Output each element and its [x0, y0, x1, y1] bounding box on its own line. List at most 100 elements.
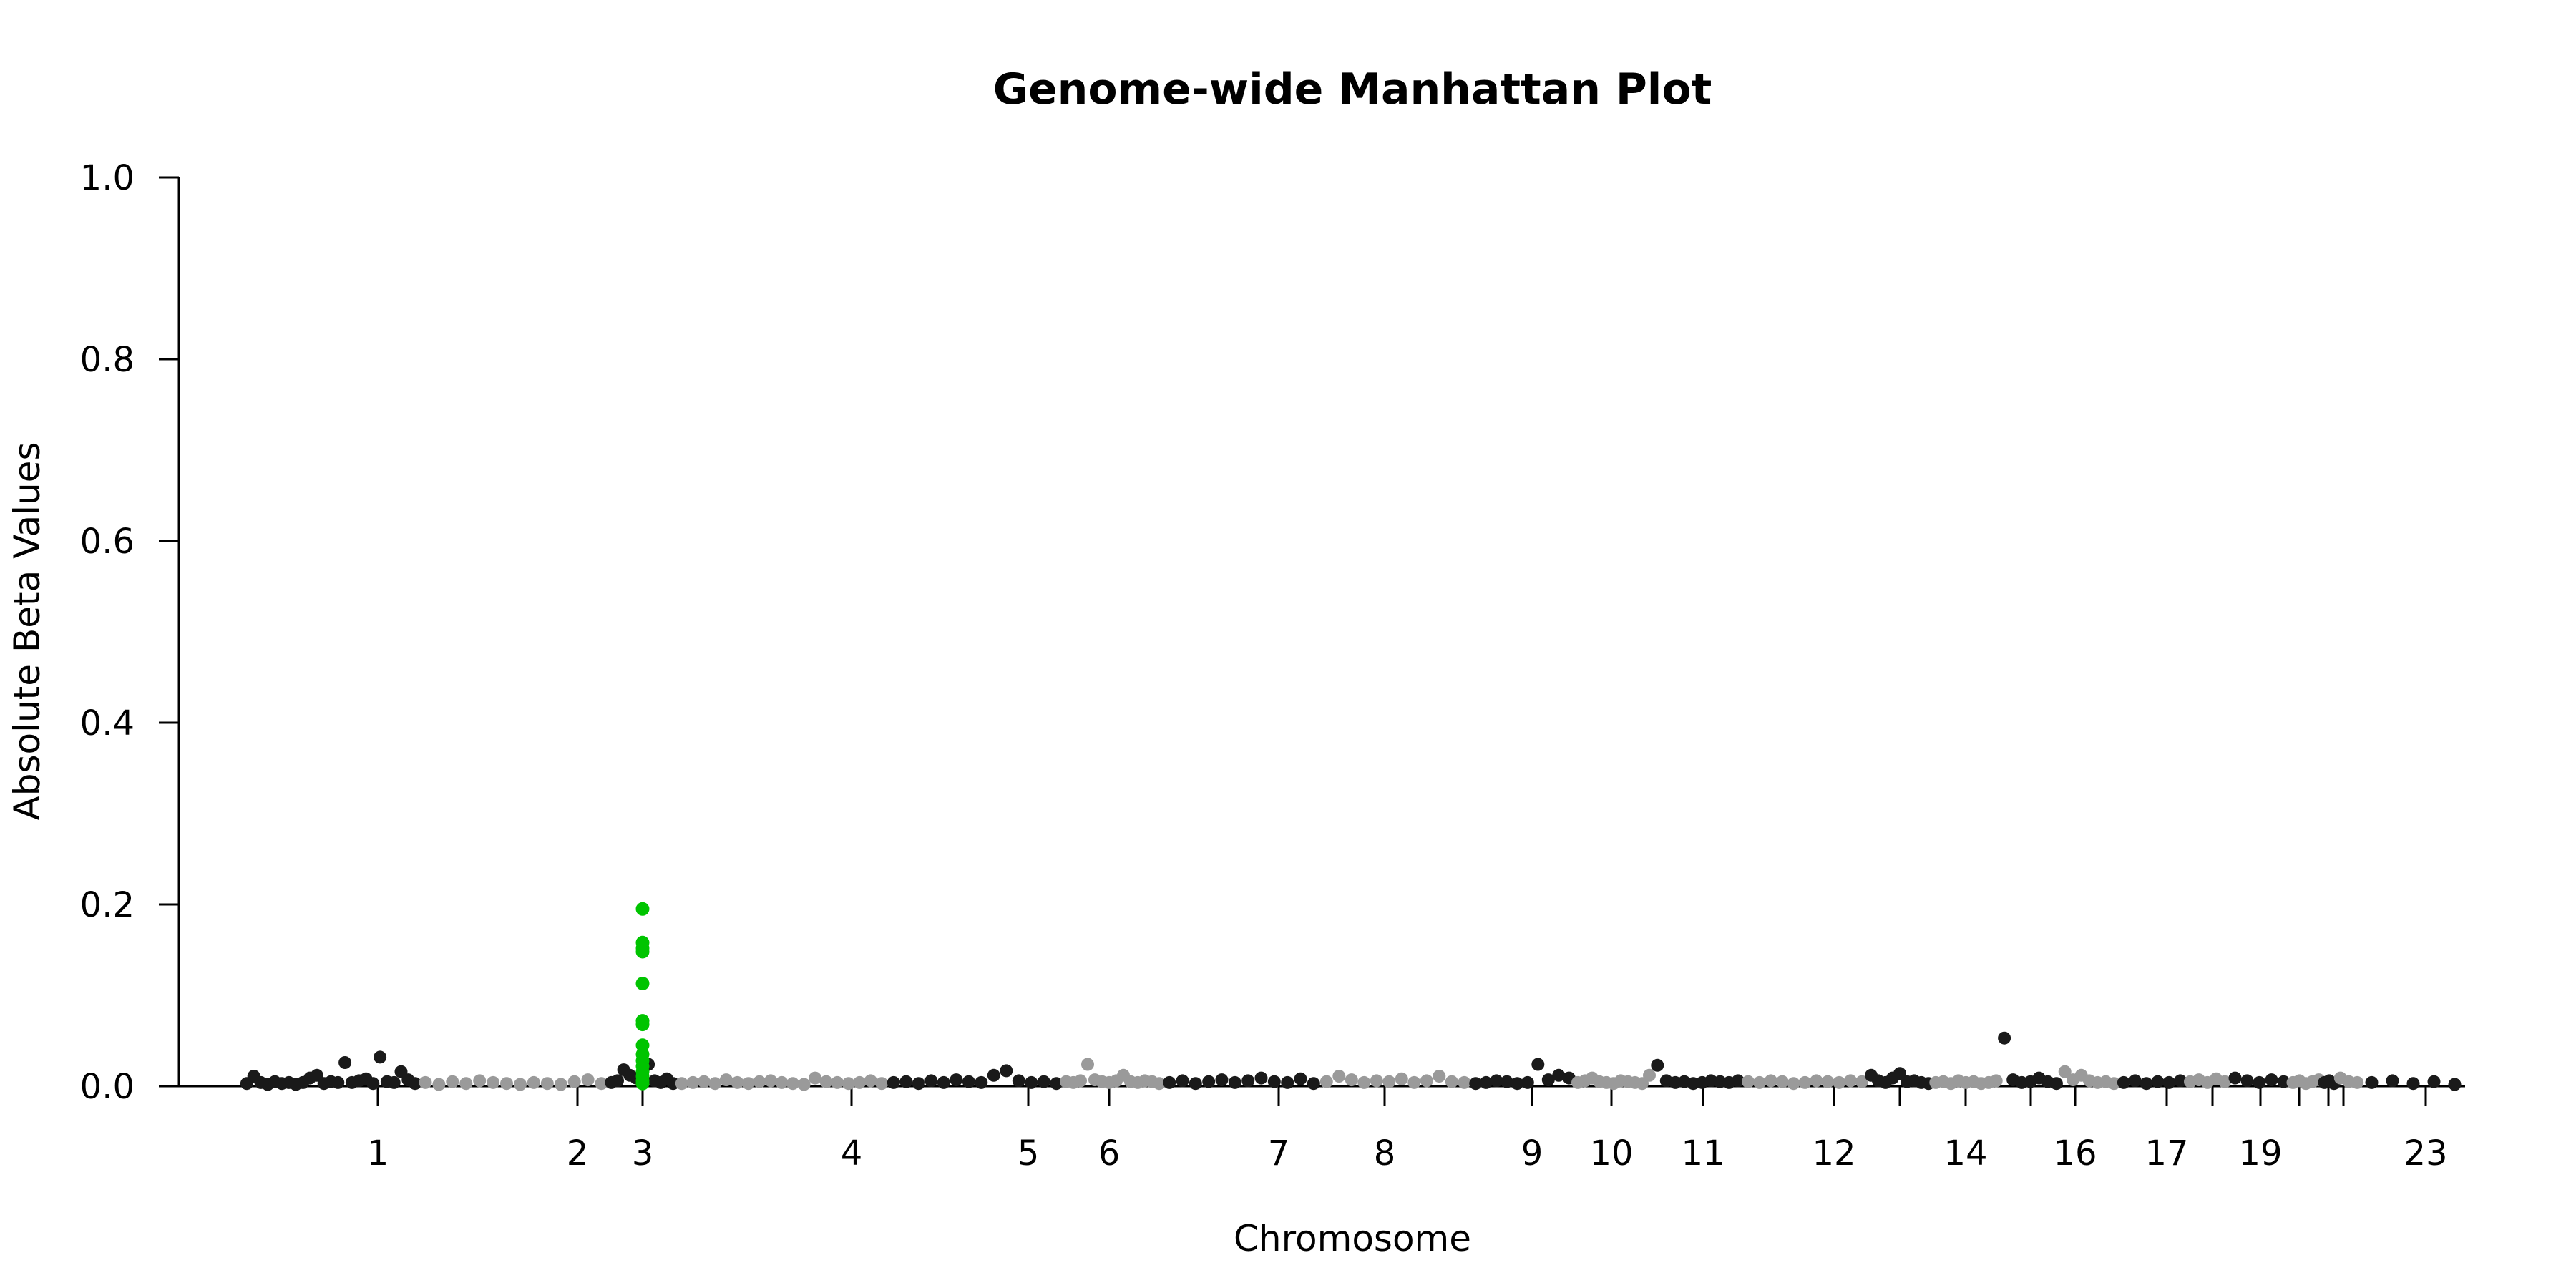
data-point: [2351, 1075, 2364, 1089]
data-point: [1810, 1074, 1823, 1088]
data-point: [459, 1077, 473, 1091]
x-tick-label: 4: [841, 1133, 863, 1174]
data-point: [1202, 1075, 1216, 1088]
x-tick-label: 8: [1374, 1133, 1396, 1174]
data-point: [1050, 1077, 1063, 1091]
data-point: [1752, 1075, 1766, 1089]
data-point: [962, 1075, 975, 1088]
highlight-point: [635, 945, 650, 959]
data-point: [887, 1075, 900, 1089]
data-point: [331, 1075, 345, 1089]
data-point: [1651, 1058, 1664, 1072]
data-point: [2140, 1077, 2153, 1091]
data-point: [899, 1075, 913, 1088]
y-tick-label: 0.8: [80, 340, 135, 380]
data-point: [2427, 1075, 2441, 1088]
data-point: [1844, 1074, 1858, 1088]
data-point: [1989, 1074, 2003, 1088]
x-tick-label: 9: [1521, 1133, 1543, 1174]
y-tick-label: 1.0: [80, 158, 135, 198]
data-point: [1267, 1075, 1281, 1088]
data-point: [2218, 1075, 2231, 1088]
data-point: [419, 1075, 432, 1089]
data-point: [1012, 1074, 1025, 1088]
y-tick-label: 0.4: [80, 703, 135, 743]
data-point: [387, 1075, 401, 1089]
data-point: [1189, 1077, 1202, 1091]
data-point: [1228, 1075, 1241, 1089]
data-point: [2128, 1074, 2142, 1088]
data-point: [719, 1073, 733, 1087]
data-point: [1074, 1074, 1087, 1088]
data-point: [1798, 1075, 1812, 1089]
data-point: [875, 1077, 889, 1091]
data-point: [1787, 1077, 1800, 1091]
x-tick-label: 1: [367, 1133, 389, 1174]
data-point: [1345, 1073, 1358, 1087]
data-point: [2240, 1074, 2254, 1088]
data-point: [595, 1077, 608, 1091]
data-point: [1511, 1077, 1524, 1091]
data-point: [1775, 1075, 1789, 1088]
data-point: [1407, 1075, 1421, 1089]
data-point: [731, 1075, 744, 1089]
data-point: [912, 1077, 925, 1091]
data-point: [1821, 1075, 1835, 1088]
data-point: [2228, 1071, 2242, 1085]
data-point: [338, 1056, 352, 1069]
data-point: [1500, 1075, 1513, 1088]
x-tick-label: 23: [2404, 1133, 2447, 1174]
x-tick-label: 12: [1812, 1133, 1855, 1174]
data-point: [2174, 1074, 2187, 1088]
data-point: [1370, 1074, 1383, 1088]
data-point: [1319, 1075, 1333, 1088]
y-tick-label: 0.0: [80, 1067, 135, 1107]
data-point: [1163, 1075, 1176, 1089]
data-point: [1153, 1077, 1166, 1091]
highlight-point: [635, 902, 650, 916]
x-tick-label: 11: [1681, 1133, 1724, 1174]
data-point: [950, 1073, 963, 1087]
data-point: [975, 1075, 988, 1089]
data-point: [797, 1078, 811, 1091]
data-point: [1241, 1074, 1255, 1088]
data-point: [675, 1077, 688, 1091]
data-point: [841, 1077, 855, 1091]
data-point: [1037, 1075, 1050, 1088]
data-point: [1833, 1075, 1846, 1089]
y-tick-label: 0.2: [80, 885, 135, 925]
data-point: [2058, 1065, 2072, 1078]
data-point: [1855, 1075, 1868, 1088]
data-point: [487, 1075, 500, 1089]
data-point: [987, 1068, 1000, 1082]
data-point: [1307, 1077, 1320, 1091]
data-point: [540, 1077, 554, 1091]
data-point: [1382, 1075, 1396, 1088]
data-point: [2386, 1074, 2399, 1088]
data-point: [2365, 1075, 2379, 1089]
data-point: [1479, 1075, 1493, 1089]
data-point: [409, 1077, 422, 1091]
data-point: [432, 1078, 446, 1091]
data-point: [753, 1075, 766, 1088]
data-point: [924, 1074, 938, 1088]
data-point: [741, 1077, 755, 1091]
data-point: [1643, 1068, 1656, 1082]
x-tick-label: 17: [2145, 1133, 2188, 1174]
data-point: [2117, 1075, 2130, 1089]
data-point: [1254, 1071, 1268, 1085]
data-point: [1445, 1075, 1458, 1088]
data-point: [446, 1075, 459, 1088]
data-point: [708, 1077, 722, 1091]
data-point: [697, 1075, 711, 1088]
data-point: [1998, 1031, 2011, 1045]
x-tick-label: 3: [632, 1133, 654, 1174]
data-point: [500, 1077, 513, 1091]
data-point: [819, 1075, 833, 1088]
data-point: [1469, 1077, 1483, 1091]
data-point: [581, 1073, 595, 1087]
x-axis-label: Chromosome: [1234, 1218, 1471, 1259]
data-point: [775, 1075, 789, 1089]
data-point: [764, 1074, 777, 1088]
